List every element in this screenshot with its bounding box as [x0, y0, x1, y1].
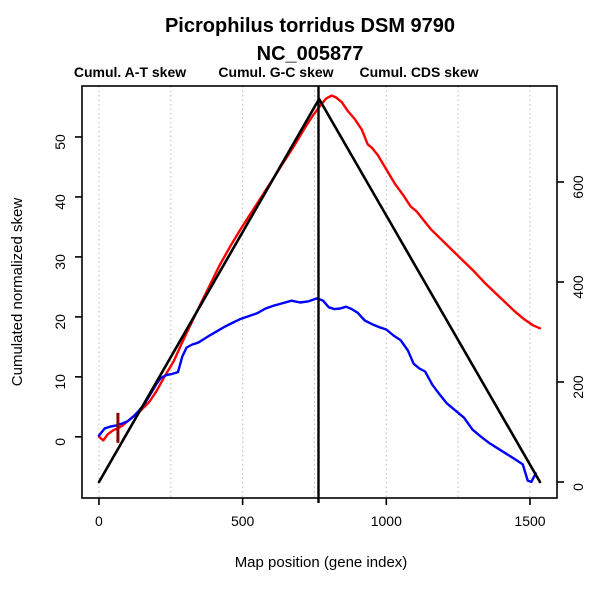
series-cumul-a-t-skew — [97, 94, 542, 442]
y-left-tick-label-30: 30 — [52, 254, 68, 270]
legend-item-cumul-a-t-skew: Cumul. A-T skew — [74, 64, 186, 80]
y-left-tick-label-0: 0 — [52, 438, 68, 446]
y-right-tick-label-600: 600 — [570, 175, 586, 199]
legend-item-cumul-cds-skew: Cumul. CDS skew — [359, 64, 478, 80]
gridlines — [98, 86, 531, 498]
axis-ticks — [75, 136, 564, 505]
y-left-tick-label-10: 10 — [52, 374, 68, 390]
y-left-tick-label-20: 20 — [52, 314, 68, 330]
legend: Cumul. A-T skew Cumul. G-C skew Cumul. CDS… — [74, 64, 479, 80]
x-tick-label-500: 500 — [231, 513, 255, 529]
x-tick-label-1500: 1500 — [514, 513, 545, 529]
x-tick-label-0: 0 — [95, 513, 103, 529]
y-right-tick-label-400: 400 — [570, 275, 586, 299]
annotations — [116, 86, 320, 503]
x-axis-label: Map position (gene index) — [235, 554, 408, 571]
chart-subtitle: NC_005877 — [257, 43, 364, 65]
y-axis-label: Cumulated normalized skew — [9, 198, 26, 387]
chart-title: Picrophilus torridus DSM 9790 — [165, 15, 455, 37]
y-right-tick-label-200: 200 — [570, 375, 586, 399]
y-left-tick-label-40: 40 — [52, 194, 68, 210]
y-right-tick-label-0: 0 — [570, 483, 586, 491]
x-tick-label-1000: 1000 — [371, 513, 402, 529]
legend-item-cumul-g-c-skew: Cumul. G-C skew — [218, 64, 333, 80]
y-left-tick-label-50: 50 — [52, 134, 68, 150]
series-cumul-g-c-skew — [97, 297, 537, 483]
